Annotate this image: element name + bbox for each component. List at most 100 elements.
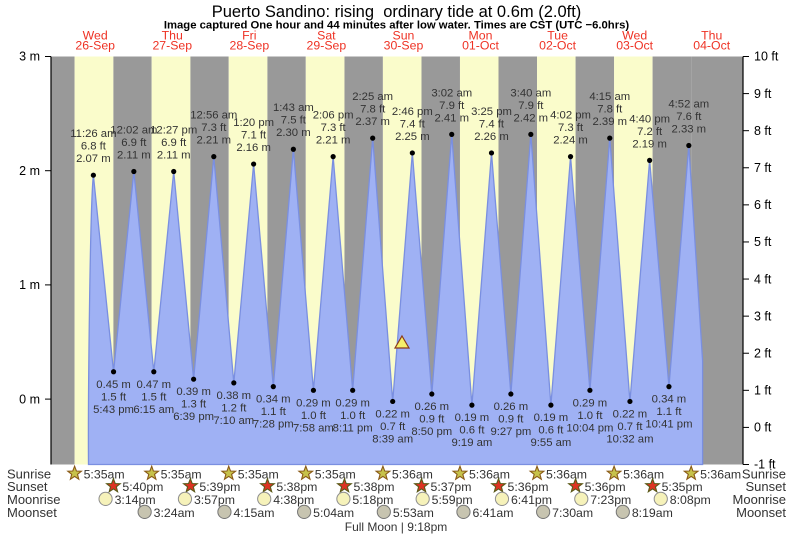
svg-text:2.11 m: 2.11 m (117, 149, 151, 161)
svg-text:1.5 ft: 1.5 ft (101, 391, 127, 403)
svg-text:2.21 m: 2.21 m (197, 135, 232, 147)
svg-text:6:39 pm: 6:39 pm (173, 411, 214, 423)
svg-text:7.2 ft: 7.2 ft (637, 126, 663, 138)
svg-text:0.34 m: 0.34 m (652, 394, 687, 406)
svg-text:10:41 pm: 10:41 pm (645, 419, 692, 431)
svg-text:7.3 ft: 7.3 ft (201, 122, 227, 134)
svg-text:0.19 m: 0.19 m (534, 412, 569, 424)
svg-text:7.4 ft: 7.4 ft (479, 118, 505, 130)
svg-text:0.38 m: 0.38 m (217, 390, 252, 402)
svg-text:2.41 m: 2.41 m (434, 112, 469, 124)
svg-text:2.42 m: 2.42 m (514, 112, 549, 124)
svg-text:4:15 am: 4:15 am (589, 91, 630, 103)
svg-text:7:30am: 7:30am (552, 506, 593, 520)
svg-text:0.26 m: 0.26 m (415, 401, 450, 413)
svg-text:9:55 am: 9:55 am (530, 437, 571, 449)
svg-text:4:38pm: 4:38pm (273, 493, 314, 507)
svg-text:5:36am: 5:36am (546, 467, 587, 481)
svg-text:4:40 pm: 4:40 pm (629, 113, 670, 125)
svg-text:0.6 ft: 0.6 ft (459, 425, 485, 437)
svg-text:2:46 pm: 2:46 pm (392, 106, 433, 118)
svg-text:7.8 ft: 7.8 ft (360, 104, 386, 116)
svg-text:4 ft: 4 ft (754, 272, 772, 286)
svg-text:1 m: 1 m (19, 278, 40, 292)
svg-text:1.2 ft: 1.2 ft (221, 402, 247, 414)
svg-text:Puerto Sandino: rising ordina: Puerto Sandino: rising ordinary tide at … (212, 3, 582, 21)
svg-text:3:57pm: 3:57pm (194, 493, 235, 507)
svg-text:5:39pm: 5:39pm (199, 480, 240, 494)
svg-text:6:41am: 6:41am (472, 506, 513, 520)
svg-text:2.11 m: 2.11 m (157, 149, 191, 161)
svg-text:5:35am: 5:35am (238, 467, 279, 481)
svg-text:1:43 am: 1:43 am (273, 102, 314, 114)
svg-text:Moonset: Moonset (7, 505, 57, 520)
svg-text:1.1 ft: 1.1 ft (656, 406, 682, 418)
svg-text:5:36am: 5:36am (700, 467, 741, 481)
svg-text:7.6 ft: 7.6 ft (676, 111, 702, 123)
svg-text:2:06 pm: 2:06 pm (313, 110, 354, 122)
svg-text:4:52 am: 4:52 am (668, 99, 709, 111)
svg-text:5:36am: 5:36am (469, 467, 510, 481)
svg-text:0.9 ft: 0.9 ft (498, 414, 524, 426)
svg-text:1.0 ft: 1.0 ft (340, 410, 366, 422)
svg-text:10:32 am: 10:32 am (606, 433, 653, 445)
svg-text:8:19am: 8:19am (632, 506, 673, 520)
svg-text:3:14pm: 3:14pm (115, 493, 156, 507)
svg-text:5:43 pm: 5:43 pm (93, 404, 134, 416)
svg-text:6 ft: 6 ft (754, 198, 772, 212)
svg-text:0.45 m: 0.45 m (96, 379, 131, 391)
svg-text:5:38pm: 5:38pm (276, 480, 317, 494)
svg-text:5:35am: 5:35am (161, 467, 202, 481)
svg-text:9:19 am: 9:19 am (451, 437, 492, 449)
svg-text:2.19 m: 2.19 m (632, 138, 667, 150)
svg-text:0.19 m: 0.19 m (455, 412, 490, 424)
svg-text:7:58 am: 7:58 am (293, 422, 334, 434)
svg-text:01-Oct: 01-Oct (462, 38, 499, 52)
svg-text:7 ft: 7 ft (754, 161, 772, 175)
svg-text:2.30 m: 2.30 m (276, 127, 311, 139)
svg-text:3 m: 3 m (19, 50, 40, 64)
svg-text:5:36am: 5:36am (392, 467, 433, 481)
svg-text:1.0 ft: 1.0 ft (577, 410, 603, 422)
svg-text:0.26 m: 0.26 m (494, 401, 529, 413)
svg-text:5:36am: 5:36am (623, 467, 664, 481)
svg-text:2.33 m: 2.33 m (672, 124, 707, 136)
svg-text:02-Oct: 02-Oct (539, 38, 576, 52)
svg-text:5:36pm: 5:36pm (508, 480, 549, 494)
svg-text:5:04am: 5:04am (313, 506, 354, 520)
svg-text:0 ft: 0 ft (754, 421, 772, 435)
svg-text:2 m: 2 m (19, 164, 40, 178)
svg-text:1 ft: 1 ft (754, 384, 772, 398)
svg-text:0.29 m: 0.29 m (573, 397, 608, 409)
svg-text:27-Sep: 27-Sep (152, 38, 192, 52)
svg-text:0.7 ft: 0.7 ft (380, 421, 406, 433)
svg-text:5:35am: 5:35am (84, 467, 125, 481)
svg-text:1.5 ft: 1.5 ft (141, 391, 167, 403)
svg-text:26-Sep: 26-Sep (75, 38, 115, 52)
svg-text:1.1 ft: 1.1 ft (261, 406, 287, 418)
svg-text:2.16 m: 2.16 m (236, 142, 271, 154)
svg-text:7.3 ft: 7.3 ft (321, 122, 347, 134)
svg-text:29-Sep: 29-Sep (307, 38, 347, 52)
svg-text:8:50 pm: 8:50 pm (411, 426, 452, 438)
svg-text:12:56 am: 12:56 am (190, 110, 237, 122)
svg-text:3 ft: 3 ft (754, 309, 772, 323)
svg-text:2.39 m: 2.39 m (592, 116, 627, 128)
svg-text:7.5 ft: 7.5 ft (281, 115, 307, 127)
svg-text:0.22 m: 0.22 m (613, 408, 648, 420)
svg-text:5:59pm: 5:59pm (432, 493, 473, 507)
svg-text:3:24am: 3:24am (154, 506, 195, 520)
svg-text:0 m: 0 m (19, 392, 40, 406)
svg-text:4:15am: 4:15am (233, 506, 274, 520)
svg-text:0.7 ft: 0.7 ft (617, 421, 643, 433)
svg-text:0.6 ft: 0.6 ft (538, 425, 564, 437)
svg-text:04-Oct: 04-Oct (693, 38, 730, 52)
svg-text:5:35pm: 5:35pm (662, 480, 703, 494)
svg-text:0.22 m: 0.22 m (375, 408, 410, 420)
svg-text:7.8 ft: 7.8 ft (597, 104, 623, 116)
svg-text:0.9 ft: 0.9 ft (419, 414, 445, 426)
svg-text:6:15 am: 6:15 am (133, 404, 174, 416)
svg-text:1.3 ft: 1.3 ft (181, 399, 207, 411)
svg-text:5 ft: 5 ft (754, 235, 772, 249)
svg-text:2.37 m: 2.37 m (355, 116, 390, 128)
